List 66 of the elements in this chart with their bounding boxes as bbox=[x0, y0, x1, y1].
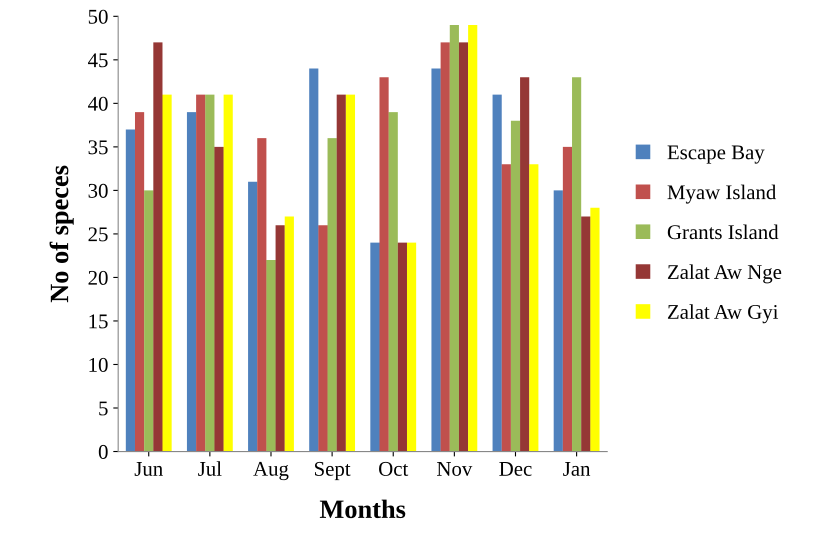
bar bbox=[336, 94, 346, 452]
bar bbox=[468, 25, 478, 452]
bar bbox=[309, 68, 318, 452]
bar bbox=[458, 42, 468, 452]
bar bbox=[276, 225, 285, 452]
bar bbox=[590, 208, 600, 452]
bar bbox=[510, 120, 520, 452]
y-tick-label: 0 bbox=[98, 444, 108, 459]
y-tick-label: 20 bbox=[88, 270, 108, 285]
bar bbox=[492, 94, 502, 452]
bar bbox=[328, 138, 337, 452]
y-tick-label: 10 bbox=[89, 358, 108, 372]
legend-label: Myaw Island bbox=[668, 184, 776, 204]
x-tick-label: Jul bbox=[198, 461, 222, 476]
y-tick-label: 35 bbox=[88, 140, 108, 154]
y-tick-label: 50 bbox=[88, 10, 108, 24]
y-tick-label: 40 bbox=[88, 96, 108, 111]
bar bbox=[562, 146, 572, 452]
bar bbox=[153, 42, 162, 452]
x-tick-label: Dec bbox=[499, 462, 532, 476]
bar bbox=[529, 164, 538, 452]
bar bbox=[248, 182, 258, 452]
y-tick-label: 45 bbox=[88, 53, 108, 68]
bar bbox=[205, 94, 214, 452]
y-tick-label: 30 bbox=[88, 184, 108, 198]
bar bbox=[134, 112, 144, 452]
bar bbox=[126, 129, 135, 452]
legend-label: Zalat Aw Nge bbox=[668, 264, 782, 284]
legend-label: Grants Island bbox=[668, 224, 778, 240]
x-tick-label: Oct bbox=[379, 462, 408, 476]
x-tick-label: Jan bbox=[563, 462, 590, 476]
bar bbox=[214, 146, 224, 452]
bar bbox=[257, 138, 266, 452]
bar bbox=[186, 112, 196, 452]
bar bbox=[581, 216, 590, 452]
bar bbox=[379, 77, 389, 452]
bar bbox=[318, 225, 328, 452]
x-axis-title: Months bbox=[320, 500, 406, 518]
legend-label: Escape Bay bbox=[668, 146, 765, 164]
bar bbox=[266, 260, 276, 452]
x-tick-label: Jun bbox=[134, 462, 163, 476]
x-tick-label: Aug bbox=[253, 462, 289, 480]
y-tick-label: 25 bbox=[88, 227, 108, 242]
bar bbox=[162, 94, 172, 452]
bar bbox=[554, 190, 563, 452]
bar bbox=[196, 94, 206, 452]
y-tick-label: 5 bbox=[99, 402, 108, 416]
y-axis-title: No of speces bbox=[50, 166, 74, 302]
bar bbox=[502, 164, 511, 452]
bar bbox=[440, 42, 450, 452]
bar bbox=[450, 25, 459, 452]
bar bbox=[388, 112, 398, 452]
bar bbox=[346, 94, 356, 452]
bar bbox=[431, 68, 441, 452]
x-tick-label: Nov bbox=[437, 462, 472, 476]
x-tick-label: Sept bbox=[314, 462, 351, 480]
bar bbox=[224, 94, 233, 452]
bar bbox=[370, 242, 380, 452]
bar bbox=[398, 242, 407, 452]
bar bbox=[520, 77, 530, 452]
bar bbox=[572, 77, 582, 452]
y-tick-label: 15 bbox=[89, 314, 108, 328]
bar bbox=[406, 242, 416, 452]
bar bbox=[144, 190, 154, 452]
bar bbox=[284, 216, 294, 452]
legend-label: Zalat Aw Gyi bbox=[668, 304, 778, 324]
